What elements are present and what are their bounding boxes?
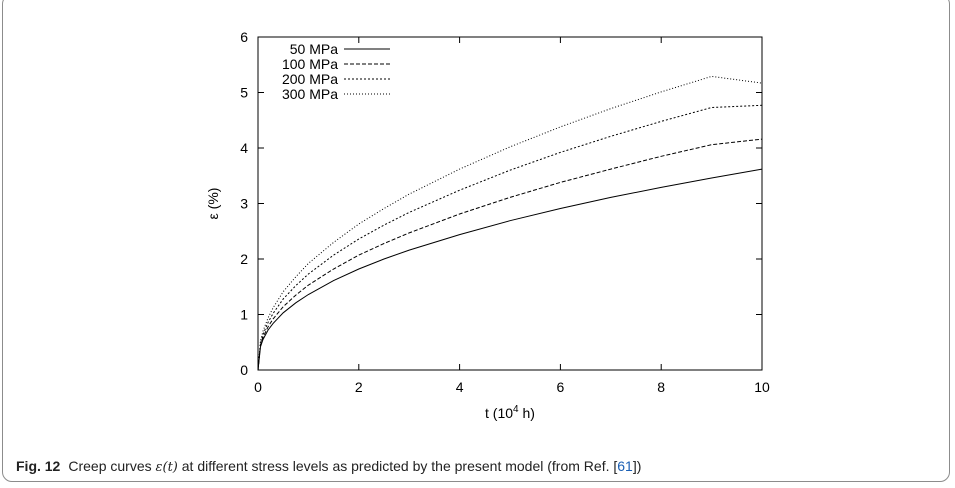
- y-tick-label: 0: [240, 362, 248, 378]
- x-tick-label: 10: [754, 379, 770, 395]
- y-tick-label: 5: [240, 85, 248, 101]
- legend-label-2: 100 MPa: [282, 56, 338, 72]
- caption-text-before: Creep curves: [68, 458, 156, 474]
- series-line-3: [257, 104, 763, 371]
- caption-text-after: at different stress levels as predicted …: [177, 458, 618, 474]
- x-tick-label: 8: [657, 379, 665, 395]
- legend-label-4: 300 MPa: [282, 86, 338, 102]
- legend-label-1: 50 MPa: [290, 41, 338, 57]
- x-tick-label: 4: [456, 379, 464, 395]
- series-line-4: [257, 75, 763, 371]
- y-tick-label: 3: [240, 196, 248, 212]
- x-axis-label: t (104 h): [485, 404, 535, 421]
- series-line-1: [257, 168, 763, 371]
- x-tick-label: 2: [355, 379, 363, 395]
- x-tick-label: 6: [557, 379, 565, 395]
- x-tick-label: 0: [254, 379, 262, 395]
- reference-link[interactable]: 61: [617, 458, 633, 474]
- y-tick-label: 6: [240, 29, 248, 45]
- y-tick-label: 1: [240, 307, 248, 323]
- y-axis-label: ε (%): [205, 188, 221, 220]
- figure-caption: Fig. 12 Creep curves ε(t) at different st…: [16, 458, 641, 475]
- series-line-2: [257, 138, 763, 371]
- caption-math: ε(t): [155, 460, 178, 475]
- y-tick-label: 4: [240, 140, 248, 156]
- y-tick-label: 2: [240, 251, 248, 267]
- figure-label: Fig. 12: [16, 458, 61, 474]
- legend-label-3: 200 MPa: [282, 71, 338, 87]
- caption-text-end: ]): [632, 458, 642, 474]
